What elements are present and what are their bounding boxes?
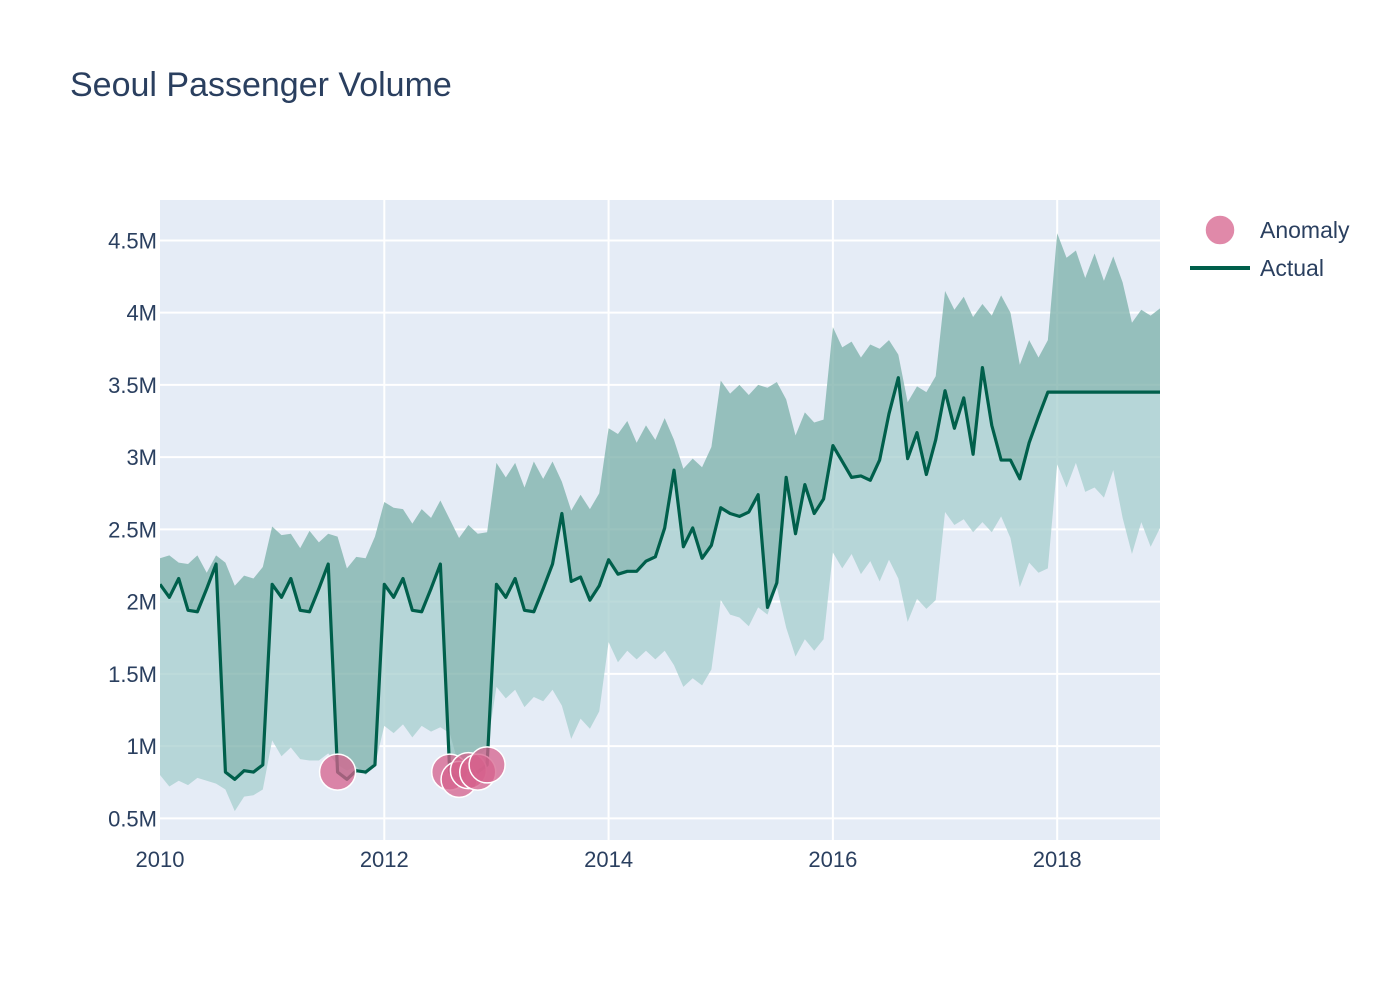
x-tick-label: 2016 [808, 847, 857, 872]
y-tick-label: 1M [126, 734, 157, 759]
actual-line [160, 365, 1160, 781]
y-axis-ticks: 0.5M 1M 1.5M 2M 2.5M 3M 3.5M 4M 4.5M [108, 228, 157, 831]
y-tick-label: 3.5M [108, 373, 157, 398]
x-tick-label: 2014 [584, 847, 633, 872]
y-tick-label: 0.5M [108, 806, 157, 831]
anomaly-point[interactable] [318, 753, 357, 791]
x-tick-label: 2018 [1033, 847, 1082, 872]
anomaly-point[interactable] [468, 746, 506, 784]
x-tick-label: 2012 [360, 847, 409, 872]
upper-confidence-band [160, 233, 1160, 780]
legend[interactable]: Anomaly Actual [1190, 214, 1350, 281]
y-tick-label: 1.5M [108, 662, 157, 687]
actual-series [160, 365, 1160, 781]
y-tick-label: 2.5M [108, 517, 157, 542]
legend-anomaly-swatch [1204, 214, 1236, 246]
x-axis-ticks: 2010 2012 2014 2016 2018 [136, 847, 1082, 872]
confidence-bands [160, 233, 1160, 812]
chart-title: Seoul Passenger Volume [70, 66, 452, 104]
x-tick-label: 2010 [136, 847, 185, 872]
legend-item-label[interactable]: Actual [1260, 255, 1324, 281]
lower-confidence-band [160, 367, 1160, 812]
y-tick-label: 2M [126, 590, 157, 615]
legend-item-label[interactable]: Anomaly [1260, 217, 1350, 243]
y-tick-label: 3M [126, 445, 157, 470]
y-tick-label: 4M [126, 301, 157, 326]
anomaly-series[interactable] [318, 746, 506, 799]
y-tick-label: 4.5M [108, 228, 157, 253]
